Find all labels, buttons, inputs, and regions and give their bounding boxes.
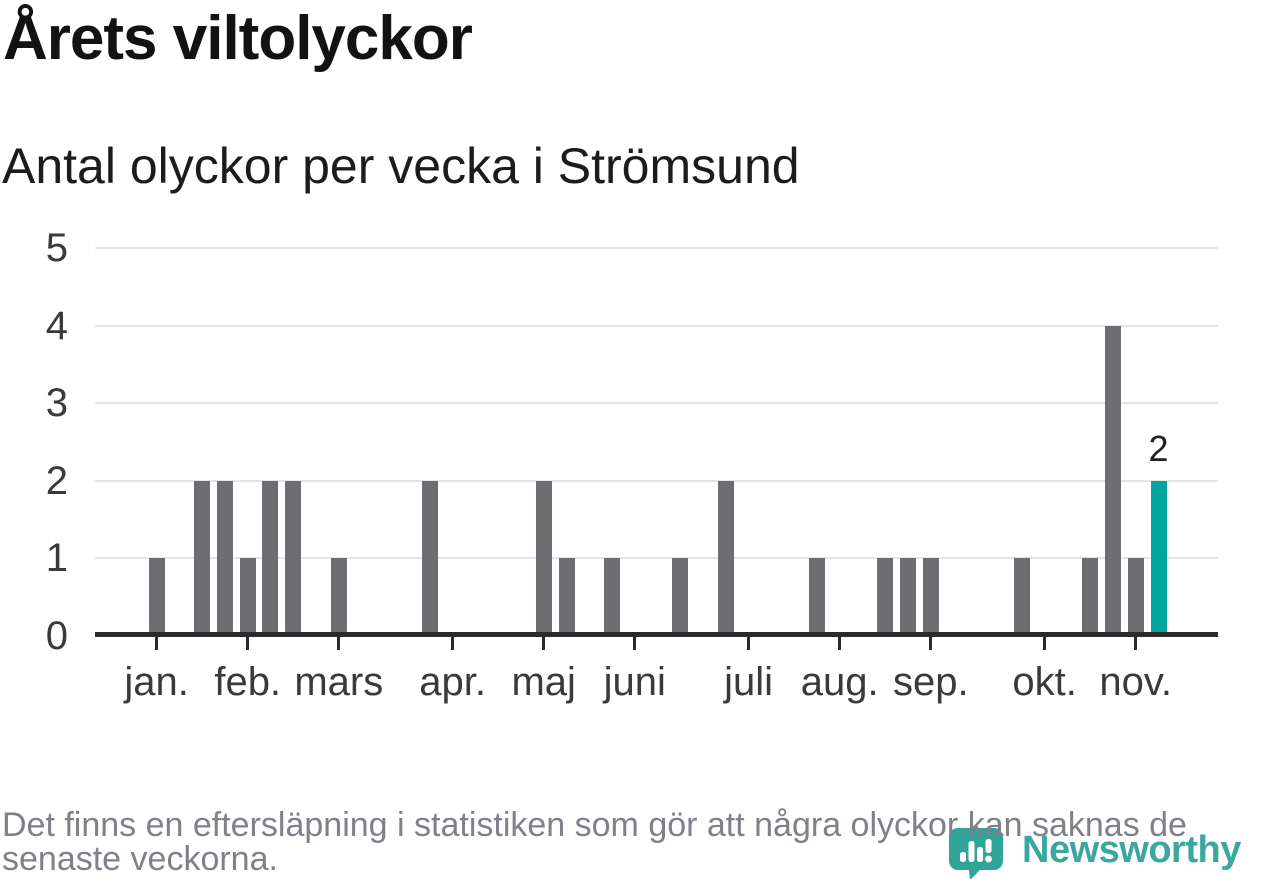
x-axis-month-label: feb. [214, 660, 282, 704]
bar-value-label: 2 [1148, 427, 1169, 469]
x-axis-month-label: juni [603, 660, 666, 704]
bar-week-42 [1082, 558, 1099, 636]
y-axis-tick-label: 4 [45, 303, 68, 348]
x-axis-month-label: juli [724, 660, 774, 704]
gridline-y2 [95, 479, 1218, 482]
gridline-y1 [95, 557, 1218, 560]
x-axis-tick-juli [747, 637, 751, 650]
bar-week-39 [1013, 558, 1030, 636]
x-axis-tick-jan [155, 637, 159, 650]
x-axis-line [95, 632, 1218, 637]
x-axis-tick-okt [1043, 637, 1047, 650]
x-axis-month-label: aug. [800, 660, 879, 704]
x-axis-tick-sep [929, 637, 933, 650]
bar-week-19 [558, 558, 575, 636]
bar-week-43 [1104, 325, 1121, 636]
bar-week-44 [1127, 558, 1144, 636]
bar-week-24 [672, 558, 689, 636]
chart-subtitle: Antal olyckor per vecka i Strömsund [2, 138, 800, 194]
newsworthy-logo: Newsworthy [949, 828, 1241, 879]
bar-week-13 [421, 480, 438, 636]
bar-week-1 [148, 558, 165, 636]
x-axis-month-label: maj [511, 660, 576, 704]
x-axis-month-label: okt. [1012, 660, 1077, 704]
page-title: Årets viltolyckor [3, 4, 473, 73]
gridline-y3 [95, 402, 1218, 405]
x-axis-tick-maj [542, 637, 546, 650]
gridline-y5 [95, 247, 1218, 249]
y-axis-tick-label: 3 [45, 381, 68, 426]
x-axis-tick-mars [337, 637, 341, 650]
bar-week-18 [535, 480, 552, 636]
bar-week-26 [717, 480, 734, 636]
bar-week-34 [900, 558, 916, 636]
x-axis-month-label: nov. [1099, 660, 1172, 704]
bar-week-6 [262, 480, 279, 636]
x-axis-month-label: sep. [892, 660, 969, 704]
bar-week-4 [216, 480, 233, 636]
x-axis-month-label: mars [294, 660, 384, 704]
x-axis-tick-aug [838, 637, 842, 650]
y-axis-tick-label: 5 [45, 226, 68, 270]
y-axis-tick-label: 0 [45, 614, 68, 658]
footnote-text: Det finns en eftersläpning i statistiken… [2, 806, 1187, 878]
x-axis-tick-juni [633, 637, 637, 650]
bar-week-33 [877, 558, 894, 636]
newsworthy-bubble-chart-icon [949, 828, 1003, 879]
y-axis-tick-label: 2 [45, 458, 68, 503]
x-axis-tick-feb [246, 637, 250, 650]
bar-week-7 [285, 480, 302, 636]
bar-week-3 [194, 480, 211, 636]
y-axis-tick-label: 1 [45, 536, 68, 581]
bar-week-21 [604, 558, 620, 636]
bar-week-30 [808, 558, 825, 636]
bar-week-35 [922, 558, 939, 636]
bar-week-45 [1150, 480, 1167, 636]
gridline-y4 [95, 324, 1218, 327]
x-axis-tick-nov [1134, 637, 1138, 650]
newsworthy-wordmark: Newsworthy [1022, 829, 1241, 871]
bar-week-5 [239, 558, 256, 636]
bar-week-9 [330, 558, 347, 636]
x-axis-tick-apr [451, 637, 455, 650]
x-axis-month-label: apr. [419, 660, 486, 704]
x-axis-month-label: jan. [124, 660, 189, 704]
